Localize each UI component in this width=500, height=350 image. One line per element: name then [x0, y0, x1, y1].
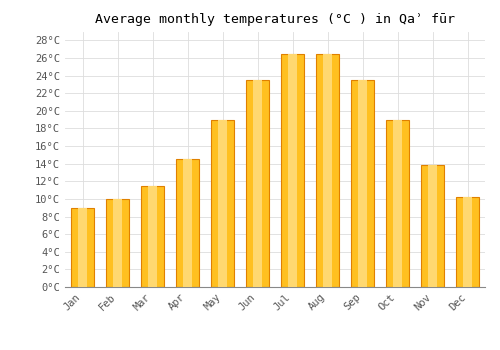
Bar [316, 54, 339, 287]
Bar [71, 208, 94, 287]
Bar [386, 120, 409, 287]
Bar [211, 120, 234, 287]
Title: Average monthly temperatures (°C ) in Qaʾ fūr: Average monthly temperatures (°C ) in Qa… [95, 13, 455, 26]
Bar [246, 80, 269, 287]
Bar [218, 120, 227, 287]
Bar [183, 159, 192, 287]
Bar [463, 197, 472, 287]
Bar [428, 166, 437, 287]
Bar [106, 199, 129, 287]
Bar [393, 120, 402, 287]
Bar [421, 166, 444, 287]
Bar [148, 186, 157, 287]
Bar [253, 80, 262, 287]
Bar [78, 208, 87, 287]
Bar [288, 54, 297, 287]
Bar [358, 80, 367, 287]
Bar [141, 186, 164, 287]
Bar [456, 197, 479, 287]
Bar [351, 80, 374, 287]
Bar [176, 159, 199, 287]
Bar [323, 54, 332, 287]
Bar [113, 199, 122, 287]
Bar [281, 54, 304, 287]
